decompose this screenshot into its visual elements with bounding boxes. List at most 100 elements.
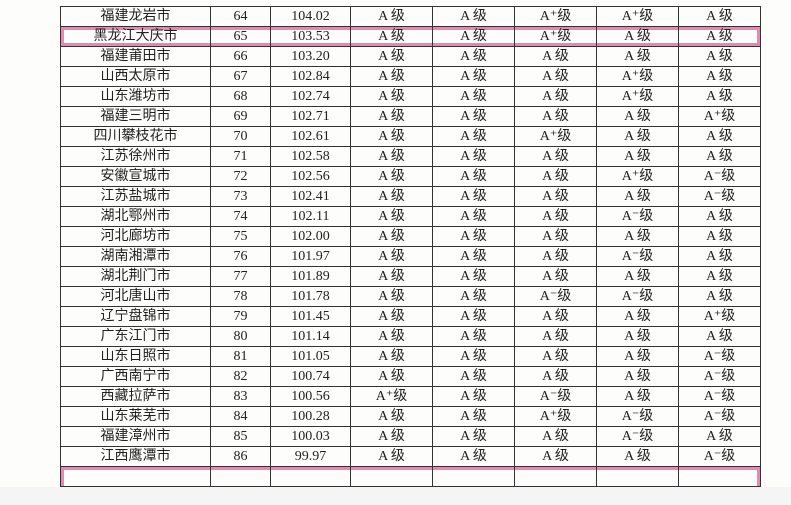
table-row-partial <box>61 467 761 487</box>
cell-score: 100.56 <box>271 387 351 407</box>
cell-g3: A 级 <box>515 187 597 207</box>
cell-g1: A 级 <box>351 447 433 467</box>
cell-g4: A 级 <box>597 127 679 147</box>
cell-g3: A 级 <box>515 307 597 327</box>
cell-g1: A 级 <box>351 367 433 387</box>
table-row: 湖北鄂州市74102.11A 级A 级A 级A⁻级A 级 <box>61 207 761 227</box>
table-row: 福建三明市69102.71A 级A 级A 级A 级A⁺级 <box>61 107 761 127</box>
cell-g3: A⁺级 <box>515 127 597 147</box>
cell-partial <box>351 467 433 487</box>
cell-score: 104.02 <box>271 7 351 27</box>
cell-score: 103.53 <box>271 27 351 47</box>
table-row: 四川攀枝花市70102.61A 级A 级A⁺级A 级A 级 <box>61 127 761 147</box>
cell-score: 101.78 <box>271 287 351 307</box>
cell-city: 辽宁盘锦市 <box>61 307 211 327</box>
cell-g4: A 级 <box>597 267 679 287</box>
cell-g2: A 级 <box>433 27 515 47</box>
page: 福建龙岩市64104.02A 级A 级A⁺级A⁺级A 级黑龙江大庆市65103.… <box>0 0 791 487</box>
cell-partial <box>515 467 597 487</box>
cell-g5: A⁻级 <box>679 387 761 407</box>
table-row: 山东日照市81101.05A 级A 级A 级A 级A⁻级 <box>61 347 761 367</box>
cell-g3: A 级 <box>515 67 597 87</box>
cell-g4: A⁺级 <box>597 7 679 27</box>
cell-rank: 82 <box>211 367 271 387</box>
cell-g3: A 级 <box>515 247 597 267</box>
cell-g2: A 级 <box>433 187 515 207</box>
cell-g2: A 级 <box>433 127 515 147</box>
cell-g5: A⁻级 <box>679 187 761 207</box>
cell-g4: A 级 <box>597 447 679 467</box>
cell-rank: 77 <box>211 267 271 287</box>
table-row: 西藏拉萨市83100.56A⁺级A 级A⁻级A 级A⁻级 <box>61 387 761 407</box>
cell-g1: A 级 <box>351 407 433 427</box>
cell-score: 101.05 <box>271 347 351 367</box>
cell-score: 102.00 <box>271 227 351 247</box>
cell-score: 101.14 <box>271 327 351 347</box>
cell-rank: 68 <box>211 87 271 107</box>
cell-g2: A 级 <box>433 347 515 367</box>
cell-score: 99.97 <box>271 447 351 467</box>
cell-g5: A 级 <box>679 67 761 87</box>
cell-g4: A⁻级 <box>597 207 679 227</box>
cell-g3: A⁻级 <box>515 287 597 307</box>
cell-g3: A 级 <box>515 87 597 107</box>
cell-g1: A⁺级 <box>351 387 433 407</box>
cell-score: 102.58 <box>271 147 351 167</box>
cell-city: 广西南宁市 <box>61 367 211 387</box>
cell-rank: 78 <box>211 287 271 307</box>
cell-g1: A 级 <box>351 27 433 47</box>
cell-g1: A 级 <box>351 347 433 367</box>
cell-g3: A 级 <box>515 167 597 187</box>
cell-g5: A 级 <box>679 7 761 27</box>
cell-partial <box>271 467 351 487</box>
cell-g3: A 级 <box>515 267 597 287</box>
cell-g3: A 级 <box>515 347 597 367</box>
cell-city: 河北廊坊市 <box>61 227 211 247</box>
cell-g1: A 级 <box>351 67 433 87</box>
cell-g4: A⁺级 <box>597 67 679 87</box>
cell-score: 101.45 <box>271 307 351 327</box>
cell-g3: A 级 <box>515 327 597 347</box>
cell-g5: A 级 <box>679 27 761 47</box>
table-row: 江西鹰潭市8699.97A 级A 级A 级A 级A⁻级 <box>61 447 761 467</box>
cell-g5: A 级 <box>679 87 761 107</box>
cell-g4: A 级 <box>597 387 679 407</box>
table-row: 安徽宣城市72102.56A 级A 级A 级A⁺级A⁻级 <box>61 167 761 187</box>
cell-g1: A 级 <box>351 207 433 227</box>
cell-g5: A⁻级 <box>679 447 761 467</box>
cell-rank: 73 <box>211 187 271 207</box>
cell-g5: A 级 <box>679 207 761 227</box>
cell-rank: 80 <box>211 327 271 347</box>
table-row: 广东江门市80101.14A 级A 级A 级A 级A 级 <box>61 327 761 347</box>
cell-city: 山东莱芜市 <box>61 407 211 427</box>
cell-g1: A 级 <box>351 427 433 447</box>
table-row: 湖南湘潭市76101.97A 级A 级A 级A⁻级A 级 <box>61 247 761 267</box>
cell-city: 黑龙江大庆市 <box>61 27 211 47</box>
ranking-table: 福建龙岩市64104.02A 级A 级A⁺级A⁺级A 级黑龙江大庆市65103.… <box>60 6 761 487</box>
cell-g1: A 级 <box>351 267 433 287</box>
cell-city: 安徽宣城市 <box>61 167 211 187</box>
cell-city: 江苏徐州市 <box>61 147 211 167</box>
cell-g2: A 级 <box>433 407 515 427</box>
cell-g5: A 级 <box>679 327 761 347</box>
cell-g3: A 级 <box>515 147 597 167</box>
cell-city: 湖南湘潭市 <box>61 247 211 267</box>
cell-g2: A 级 <box>433 327 515 347</box>
cell-g4: A 级 <box>597 107 679 127</box>
cell-g4: A 级 <box>597 367 679 387</box>
cell-score: 102.71 <box>271 107 351 127</box>
cell-g2: A 级 <box>433 287 515 307</box>
table-row: 黑龙江大庆市65103.53A 级A 级A⁺级A 级A 级 <box>61 27 761 47</box>
cell-city: 福建龙岩市 <box>61 7 211 27</box>
cell-g2: A 级 <box>433 87 515 107</box>
cell-city: 湖北荆门市 <box>61 267 211 287</box>
cell-g1: A 级 <box>351 227 433 247</box>
cell-g4: A 级 <box>597 307 679 327</box>
cell-g2: A 级 <box>433 307 515 327</box>
cell-g1: A 级 <box>351 187 433 207</box>
cell-city: 江苏盐城市 <box>61 187 211 207</box>
cell-rank: 74 <box>211 207 271 227</box>
table-row: 福建漳州市85100.03A 级A 级A 级A⁻级A 级 <box>61 427 761 447</box>
cell-rank: 70 <box>211 127 271 147</box>
cell-g1: A 级 <box>351 147 433 167</box>
